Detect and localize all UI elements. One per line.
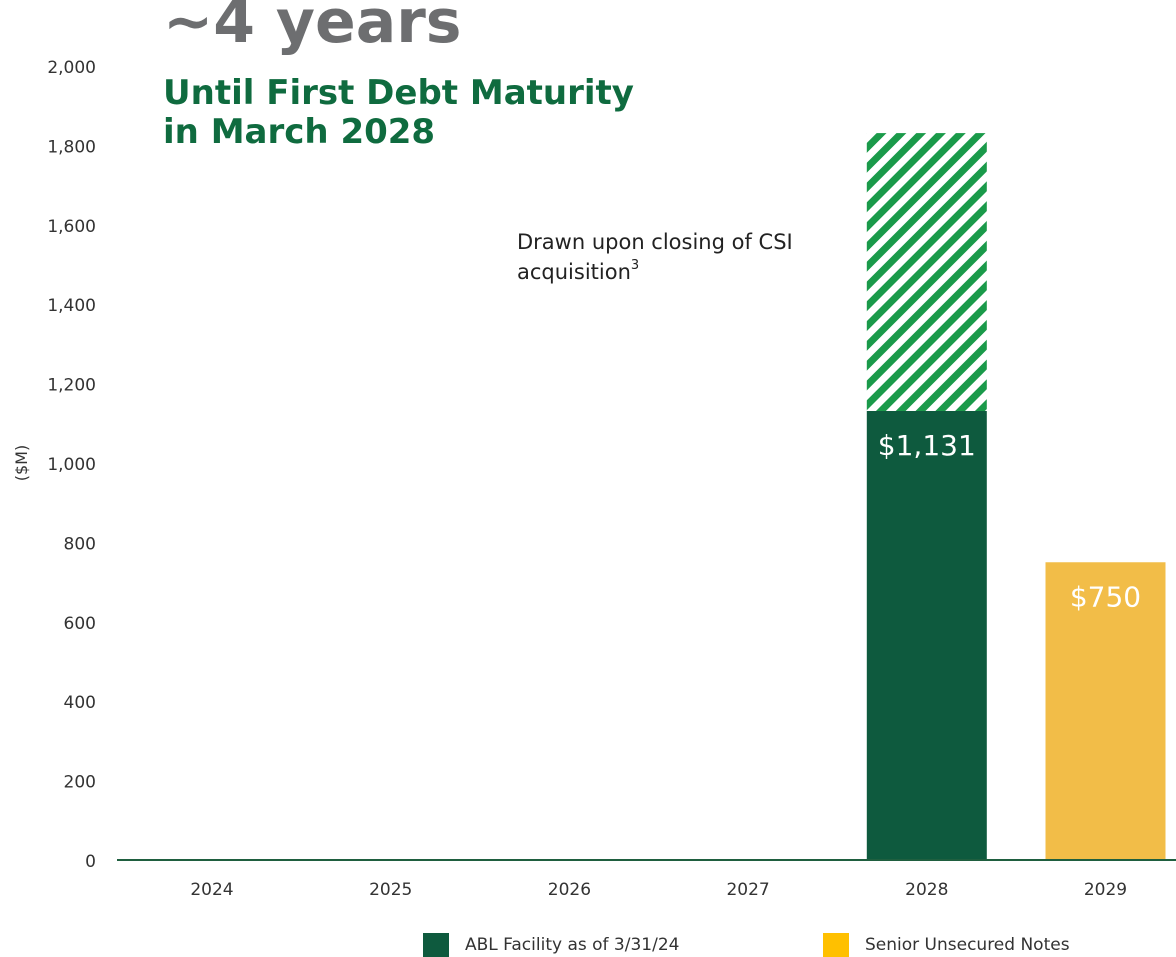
legend-swatch-notes bbox=[823, 933, 849, 957]
subtitle-line-1: Until First Debt Maturity bbox=[163, 73, 634, 113]
bar-value-label: $1,131 bbox=[878, 429, 976, 462]
legend-item-notes: Senior Unsecured Notes bbox=[823, 933, 1070, 957]
bar-value-label: $750 bbox=[1070, 580, 1141, 613]
y-tick-label: 1,600 bbox=[47, 217, 96, 237]
abl-facility-bar bbox=[866, 410, 987, 860]
headline-years: ~4 years bbox=[163, 0, 462, 57]
senior-notes-bar bbox=[1045, 562, 1166, 860]
legend-label-notes: Senior Unsecured Notes bbox=[865, 935, 1070, 955]
legend-label-abl: ABL Facility as of 3/31/24 bbox=[465, 935, 680, 955]
x-tick-label: 2028 bbox=[905, 880, 948, 900]
y-axis-title: ($M) bbox=[12, 445, 31, 481]
x-tick-label: 2029 bbox=[1084, 880, 1127, 900]
annotation-line-2: acquisition3 bbox=[517, 257, 793, 287]
y-tick-label: 1,800 bbox=[47, 137, 96, 157]
annotation-footnote-mark: 3 bbox=[630, 258, 640, 273]
y-tick-label: 200 bbox=[64, 773, 96, 793]
x-tick-label: 2027 bbox=[726, 880, 769, 900]
y-tick-label: 800 bbox=[64, 534, 96, 554]
annotation-line-1: Drawn upon closing of CSI bbox=[517, 230, 793, 254]
x-tick-label: 2024 bbox=[190, 880, 233, 900]
x-tick-label: 2026 bbox=[548, 880, 591, 900]
hatched-bar-annotation: Drawn upon closing of CSI acquisition3 bbox=[517, 227, 793, 287]
abl-hatched-bar bbox=[866, 133, 987, 411]
subtitle-line-2: in March 2028 bbox=[163, 112, 436, 152]
y-tick-label: 1,200 bbox=[47, 376, 96, 396]
x-tick-label: 2025 bbox=[369, 880, 412, 900]
annotation-line-2-text: acquisition bbox=[517, 260, 631, 284]
y-tick-label: 600 bbox=[64, 614, 96, 634]
y-tick-label: 2,000 bbox=[47, 58, 96, 78]
y-tick-label: 400 bbox=[64, 693, 96, 713]
headline-subtitle: Until First Debt Maturity in March 2028 bbox=[163, 74, 634, 152]
y-tick-label: 1,400 bbox=[47, 296, 96, 316]
legend-swatch-abl bbox=[423, 933, 449, 957]
y-tick-label: 0 bbox=[85, 852, 96, 872]
y-tick-label: 1,000 bbox=[47, 455, 96, 475]
legend-item-abl: ABL Facility as of 3/31/24 bbox=[423, 933, 679, 957]
